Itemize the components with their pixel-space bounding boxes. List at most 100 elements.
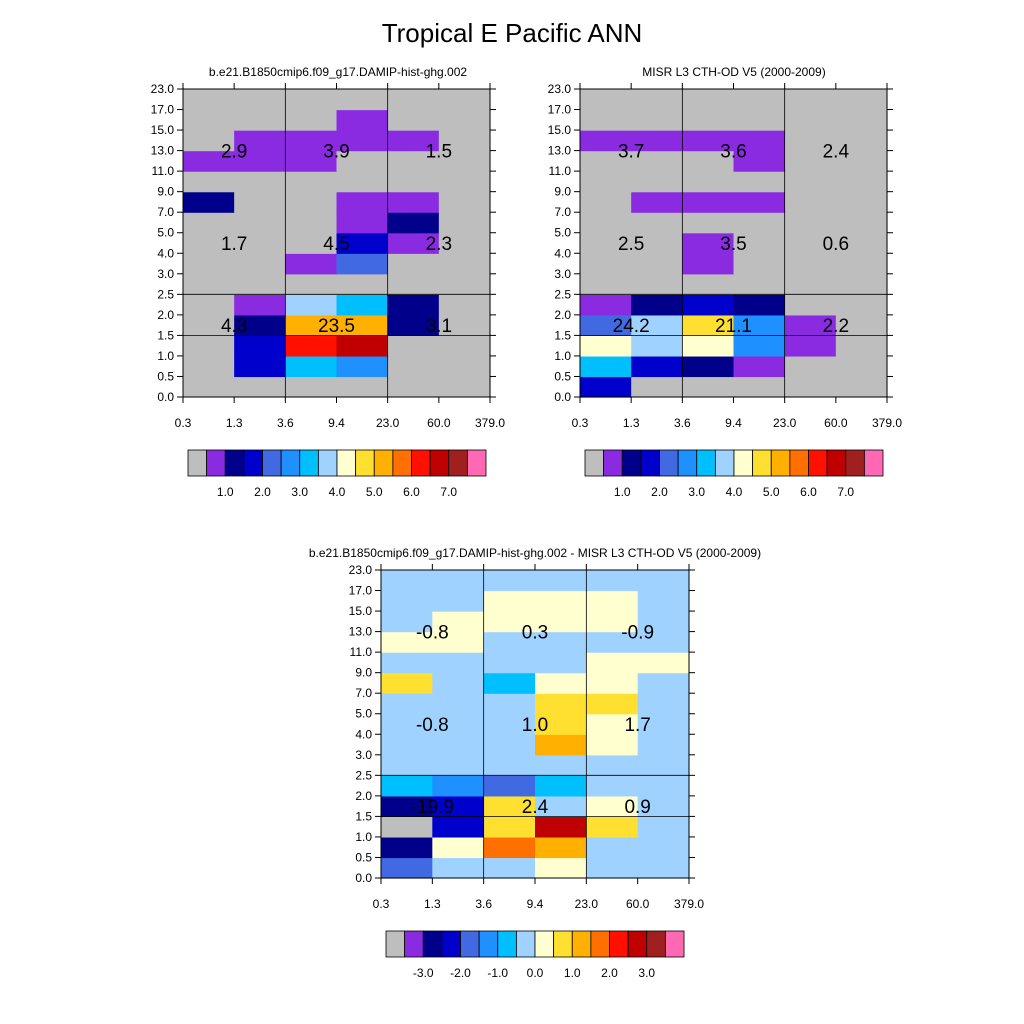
heatmap-cell [387, 294, 440, 316]
heatmap-cell [682, 232, 735, 254]
colorbar-label: 6.0 [800, 485, 817, 499]
heatmap-cell [387, 355, 440, 378]
y-tick-label: 17.0 [349, 584, 373, 598]
heatmap-cell [733, 150, 786, 172]
colorbar-label: -3.0 [413, 966, 434, 980]
heatmap-cell [580, 314, 632, 336]
page-title: Tropical E Pacific ANN [382, 18, 643, 48]
block-value-label: -0.8 [416, 623, 449, 644]
heatmap-cell [234, 150, 286, 172]
y-tick-label: 15.0 [151, 123, 175, 137]
colorbar-label: 6.0 [403, 485, 420, 499]
heatmap-cell [637, 816, 690, 838]
heatmap-cell [381, 857, 433, 879]
heatmap-cell [631, 335, 683, 357]
colorbar-swatch [664, 930, 685, 958]
heatmap-cell [285, 273, 338, 295]
heatmap-cell [733, 355, 786, 378]
heatmap-cell [637, 590, 690, 612]
heatmap-cell [387, 253, 440, 275]
heatmap-cell [285, 191, 338, 213]
y-tick-label: 1.0 [554, 349, 571, 363]
heatmap-cell [336, 232, 389, 254]
x-tick-label: 9.4 [725, 416, 742, 430]
heatmap-cell [483, 754, 536, 776]
y-tick-label: 11.0 [350, 645, 373, 659]
heatmap-cell [637, 570, 690, 592]
heatmap-cell [483, 672, 536, 694]
y-tick-label: 17.0 [548, 103, 572, 117]
y-tick-label: 1.5 [355, 809, 372, 823]
heatmap-cell [586, 652, 639, 674]
heatmap-cell [438, 212, 491, 234]
heatmap-cell [835, 273, 888, 295]
heatmap-cell [637, 713, 690, 735]
block-value-label: 1.0 [522, 715, 548, 736]
colorbar-label: 0.0 [527, 966, 544, 980]
heatmap-cell [381, 836, 433, 859]
heatmap-cell [432, 631, 485, 653]
y-tick-label: 11.0 [549, 164, 572, 178]
heatmap-cell [835, 89, 888, 111]
colorbar-swatch [429, 449, 450, 477]
heatmap-cell [586, 857, 639, 879]
heatmap-cell [381, 693, 433, 715]
colorbar-swatch [224, 449, 245, 477]
x-tick-label: 379.0 [475, 416, 505, 430]
heatmap-cell [432, 652, 485, 674]
block-value-label: 2.4 [823, 142, 850, 163]
heatmap-cell [535, 631, 587, 653]
heatmap-cell [183, 355, 235, 378]
heatmap-cell [586, 672, 639, 694]
block-value-label: 1.7 [624, 715, 650, 736]
heatmap-cell [336, 89, 389, 111]
heatmap-cell [580, 150, 632, 172]
heatmap-cell [285, 294, 338, 316]
colorbar-swatch [262, 449, 282, 477]
heatmap-cell [381, 672, 433, 694]
heatmap-cell [483, 734, 536, 756]
block-value-label: -0.9 [621, 623, 654, 644]
heatmap-cell [234, 191, 286, 213]
heatmap-cell [733, 335, 786, 357]
heatmap-cell [234, 273, 286, 295]
heatmap-cell [835, 130, 888, 152]
heatmap-cell [336, 191, 389, 213]
heatmap-cell [183, 273, 235, 295]
heatmap-cell [535, 652, 587, 674]
heatmap-cell [438, 273, 491, 295]
y-tick-label: 0.0 [355, 871, 372, 885]
y-tick-label: 7.0 [355, 686, 372, 700]
y-tick-label: 4.0 [554, 246, 571, 260]
y-tick-label: 7.0 [157, 205, 174, 219]
block-value-label: 24.2 [613, 316, 650, 337]
heatmap-cell [483, 836, 536, 859]
block-value-label: 3.6 [720, 142, 746, 163]
colorbar-swatch [677, 449, 698, 477]
colorbar-swatch [404, 930, 424, 958]
heatmap-cell [483, 795, 536, 817]
heatmap-cell [432, 611, 485, 633]
heatmap-cell [631, 355, 683, 378]
colorbar-label: -1.0 [487, 966, 508, 980]
heatmap-cell [336, 150, 389, 172]
y-tick-label: 2.5 [157, 287, 174, 301]
colorbar-swatch [770, 449, 791, 477]
heatmap-cell [580, 273, 632, 295]
x-tick-label: 0.3 [572, 416, 589, 430]
heatmap-cell [733, 130, 786, 152]
heatmap-cell [438, 355, 491, 378]
y-tick-label: 3.0 [157, 267, 174, 281]
y-tick-label: 15.0 [548, 123, 572, 137]
heatmap-cell [285, 150, 338, 172]
x-tick-label: 3.6 [674, 416, 691, 430]
heatmap-cell [432, 672, 485, 694]
heatmap-cell [631, 376, 683, 398]
heatmap-cell [637, 611, 690, 633]
heatmap-cell [234, 314, 286, 336]
heatmap-cell [586, 693, 639, 715]
heatmap-cell [183, 171, 235, 193]
heatmap-cell [631, 109, 683, 131]
heatmap-cell [682, 273, 735, 295]
block-value-label: -19.9 [411, 797, 454, 818]
